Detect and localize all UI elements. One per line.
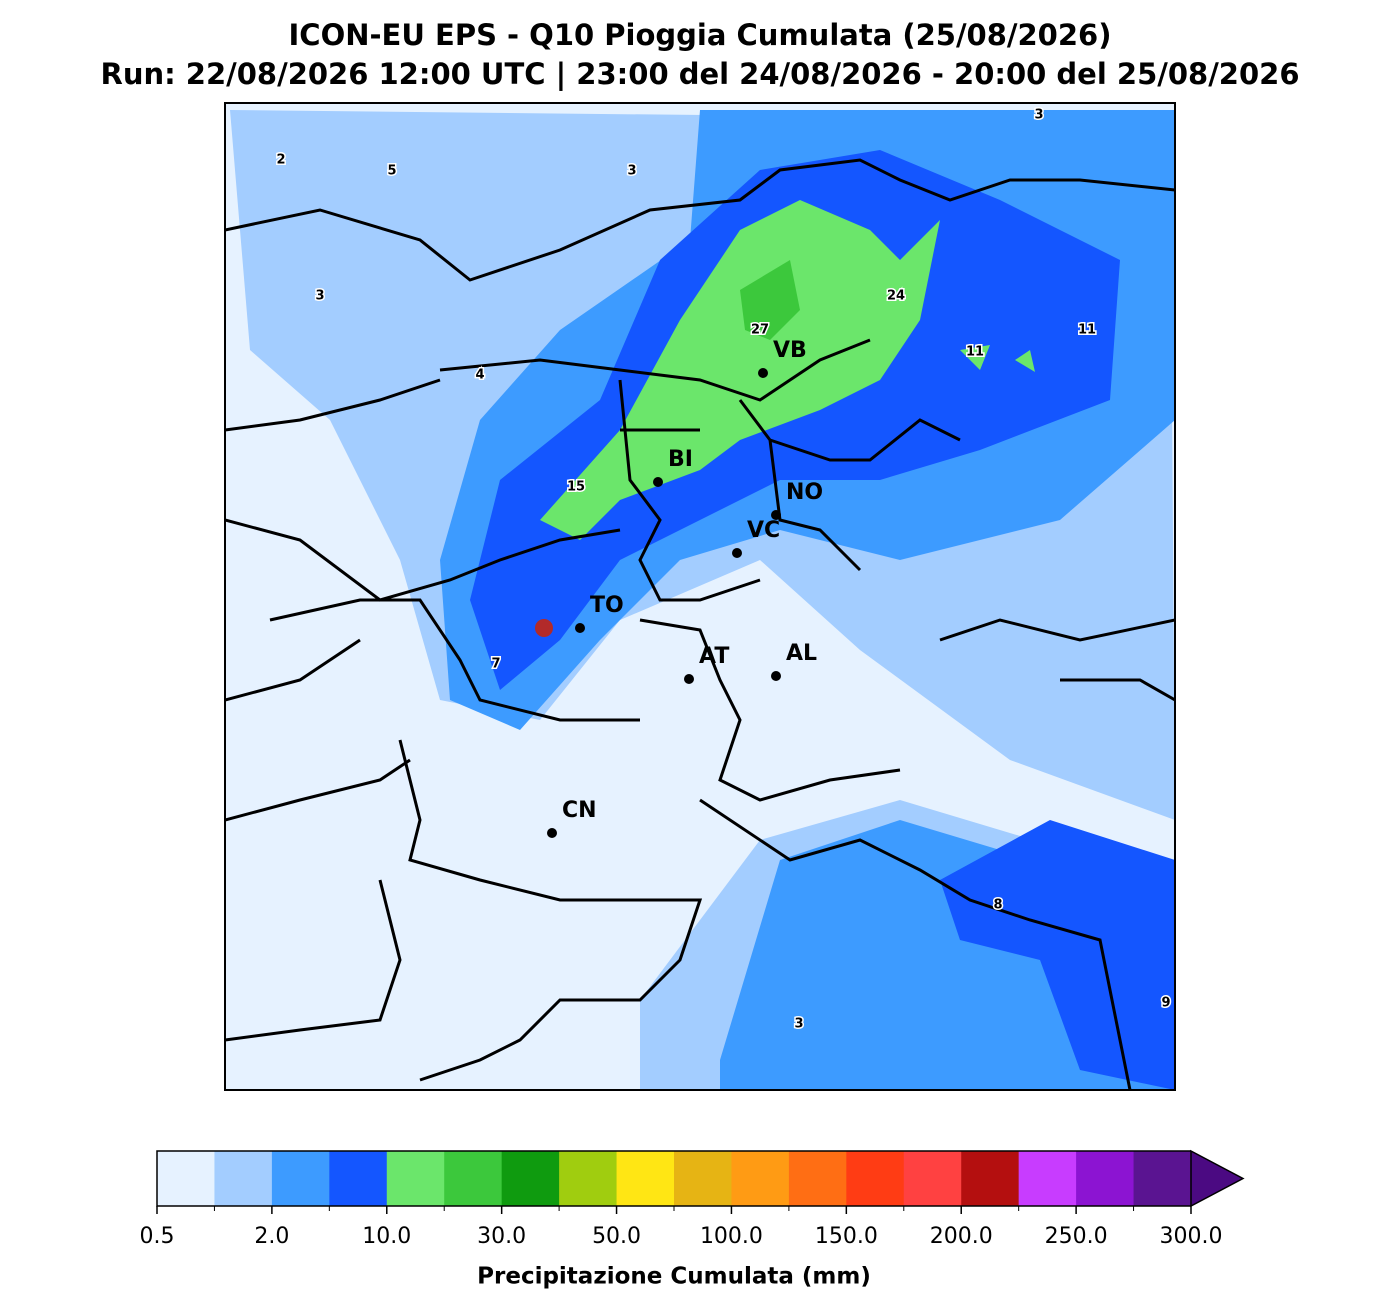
- contour-label: 8: [993, 898, 1002, 913]
- colorbar-segment: [1018, 1151, 1077, 1206]
- colorbar-segment: [788, 1151, 847, 1206]
- contour-label: 5: [387, 164, 396, 179]
- city-dot: [684, 674, 694, 684]
- colorbar-segment: [903, 1151, 962, 1206]
- contour-label: 27: [751, 323, 769, 338]
- city-dot: [653, 477, 663, 487]
- contour-label: 11: [1078, 323, 1096, 338]
- colorbar-tick-label: 10.0: [362, 1224, 411, 1249]
- contour-label: 3: [627, 164, 636, 179]
- city-dot: [758, 368, 768, 378]
- colorbar-label: Precipitazione Cumulata (mm): [477, 1264, 871, 1290]
- city-label: AT: [699, 644, 729, 669]
- colorbar-extend: [1190, 1149, 1245, 1208]
- colorbar-segment: [559, 1151, 618, 1206]
- colorbar-tick-label: 250.0: [1045, 1224, 1108, 1249]
- contour-label: 4: [475, 368, 484, 383]
- contour-label: 9: [1161, 996, 1170, 1011]
- contour-label: 3: [1034, 108, 1043, 123]
- colorbar-segment: [271, 1151, 330, 1206]
- colorbar-segment: [444, 1151, 503, 1206]
- colorbar-segment: [1076, 1151, 1135, 1206]
- colorbar-tick-label: 2.0: [254, 1224, 289, 1249]
- subtitle: Run: 22/08/2026 12:00 UTC | 23:00 del 24…: [100, 57, 1299, 91]
- colorbar-segment: [731, 1151, 790, 1206]
- city-dot: [771, 510, 781, 520]
- contour-label: 7: [491, 657, 500, 672]
- contour-label: 3: [315, 289, 324, 304]
- city-dot: [732, 548, 742, 558]
- colorbar-segment: [329, 1151, 388, 1206]
- colorbar-segment: [846, 1151, 905, 1206]
- map-frame: [224, 102, 1176, 1091]
- city-label: AL: [786, 641, 817, 666]
- city-label: NO: [786, 480, 823, 505]
- colorbar-segment: [501, 1151, 560, 1206]
- colorbar-tick-label: 200.0: [930, 1224, 993, 1249]
- colorbar-segment: [157, 1151, 215, 1206]
- city-dot: [771, 671, 781, 681]
- contour-label: 11: [966, 345, 984, 360]
- colorbar-tick-label: 30.0: [477, 1224, 526, 1249]
- colorbar-tick-label: 100.0: [700, 1224, 763, 1249]
- contour-label: 3: [794, 1017, 803, 1032]
- colorbar-tick-label: 150.0: [815, 1224, 878, 1249]
- colorbar-tick-label: 50.0: [592, 1224, 641, 1249]
- contour-label: 24: [887, 289, 905, 304]
- city-label: VC: [747, 518, 780, 543]
- contour-label: 2: [276, 153, 285, 168]
- city-label: TO: [590, 593, 624, 618]
- city-label: BI: [668, 447, 693, 472]
- colorbar-tick-label: 0.5: [140, 1224, 175, 1249]
- colorbar-tick-label: 300.0: [1160, 1224, 1223, 1249]
- city-dot: [575, 623, 585, 633]
- colorbar-segment: [674, 1151, 732, 1206]
- colorbar-segment: [616, 1151, 675, 1206]
- map: [225, 103, 1175, 1090]
- city-label: VB: [773, 338, 807, 363]
- location-marker: [535, 619, 553, 637]
- contour-label: 15: [567, 480, 585, 495]
- city-label: CN: [562, 798, 597, 823]
- colorbar-segment: [1133, 1151, 1192, 1206]
- title: ICON-EU EPS - Q10 Pioggia Cumulata (25/0…: [289, 18, 1112, 52]
- colorbar-segment: [214, 1151, 273, 1206]
- colorbar-segment: [386, 1151, 445, 1206]
- colorbar-segment: [961, 1151, 1020, 1206]
- city-dot: [547, 828, 557, 838]
